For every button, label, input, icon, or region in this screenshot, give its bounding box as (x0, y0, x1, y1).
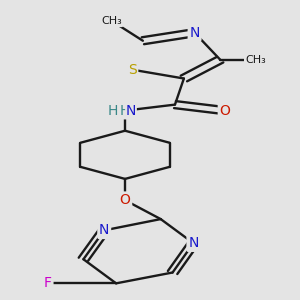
Text: O: O (220, 103, 230, 118)
Text: N: N (188, 236, 199, 250)
Text: S: S (128, 63, 136, 77)
Text: CH₃: CH₃ (245, 55, 266, 64)
Text: H: H (120, 103, 130, 118)
Text: F: F (44, 276, 52, 290)
Text: N: N (189, 26, 200, 40)
Text: H: H (107, 103, 118, 118)
Text: O: O (120, 193, 130, 207)
Text: N: N (99, 223, 110, 237)
Text: N: N (126, 103, 136, 118)
Text: CH₃: CH₃ (101, 16, 122, 26)
